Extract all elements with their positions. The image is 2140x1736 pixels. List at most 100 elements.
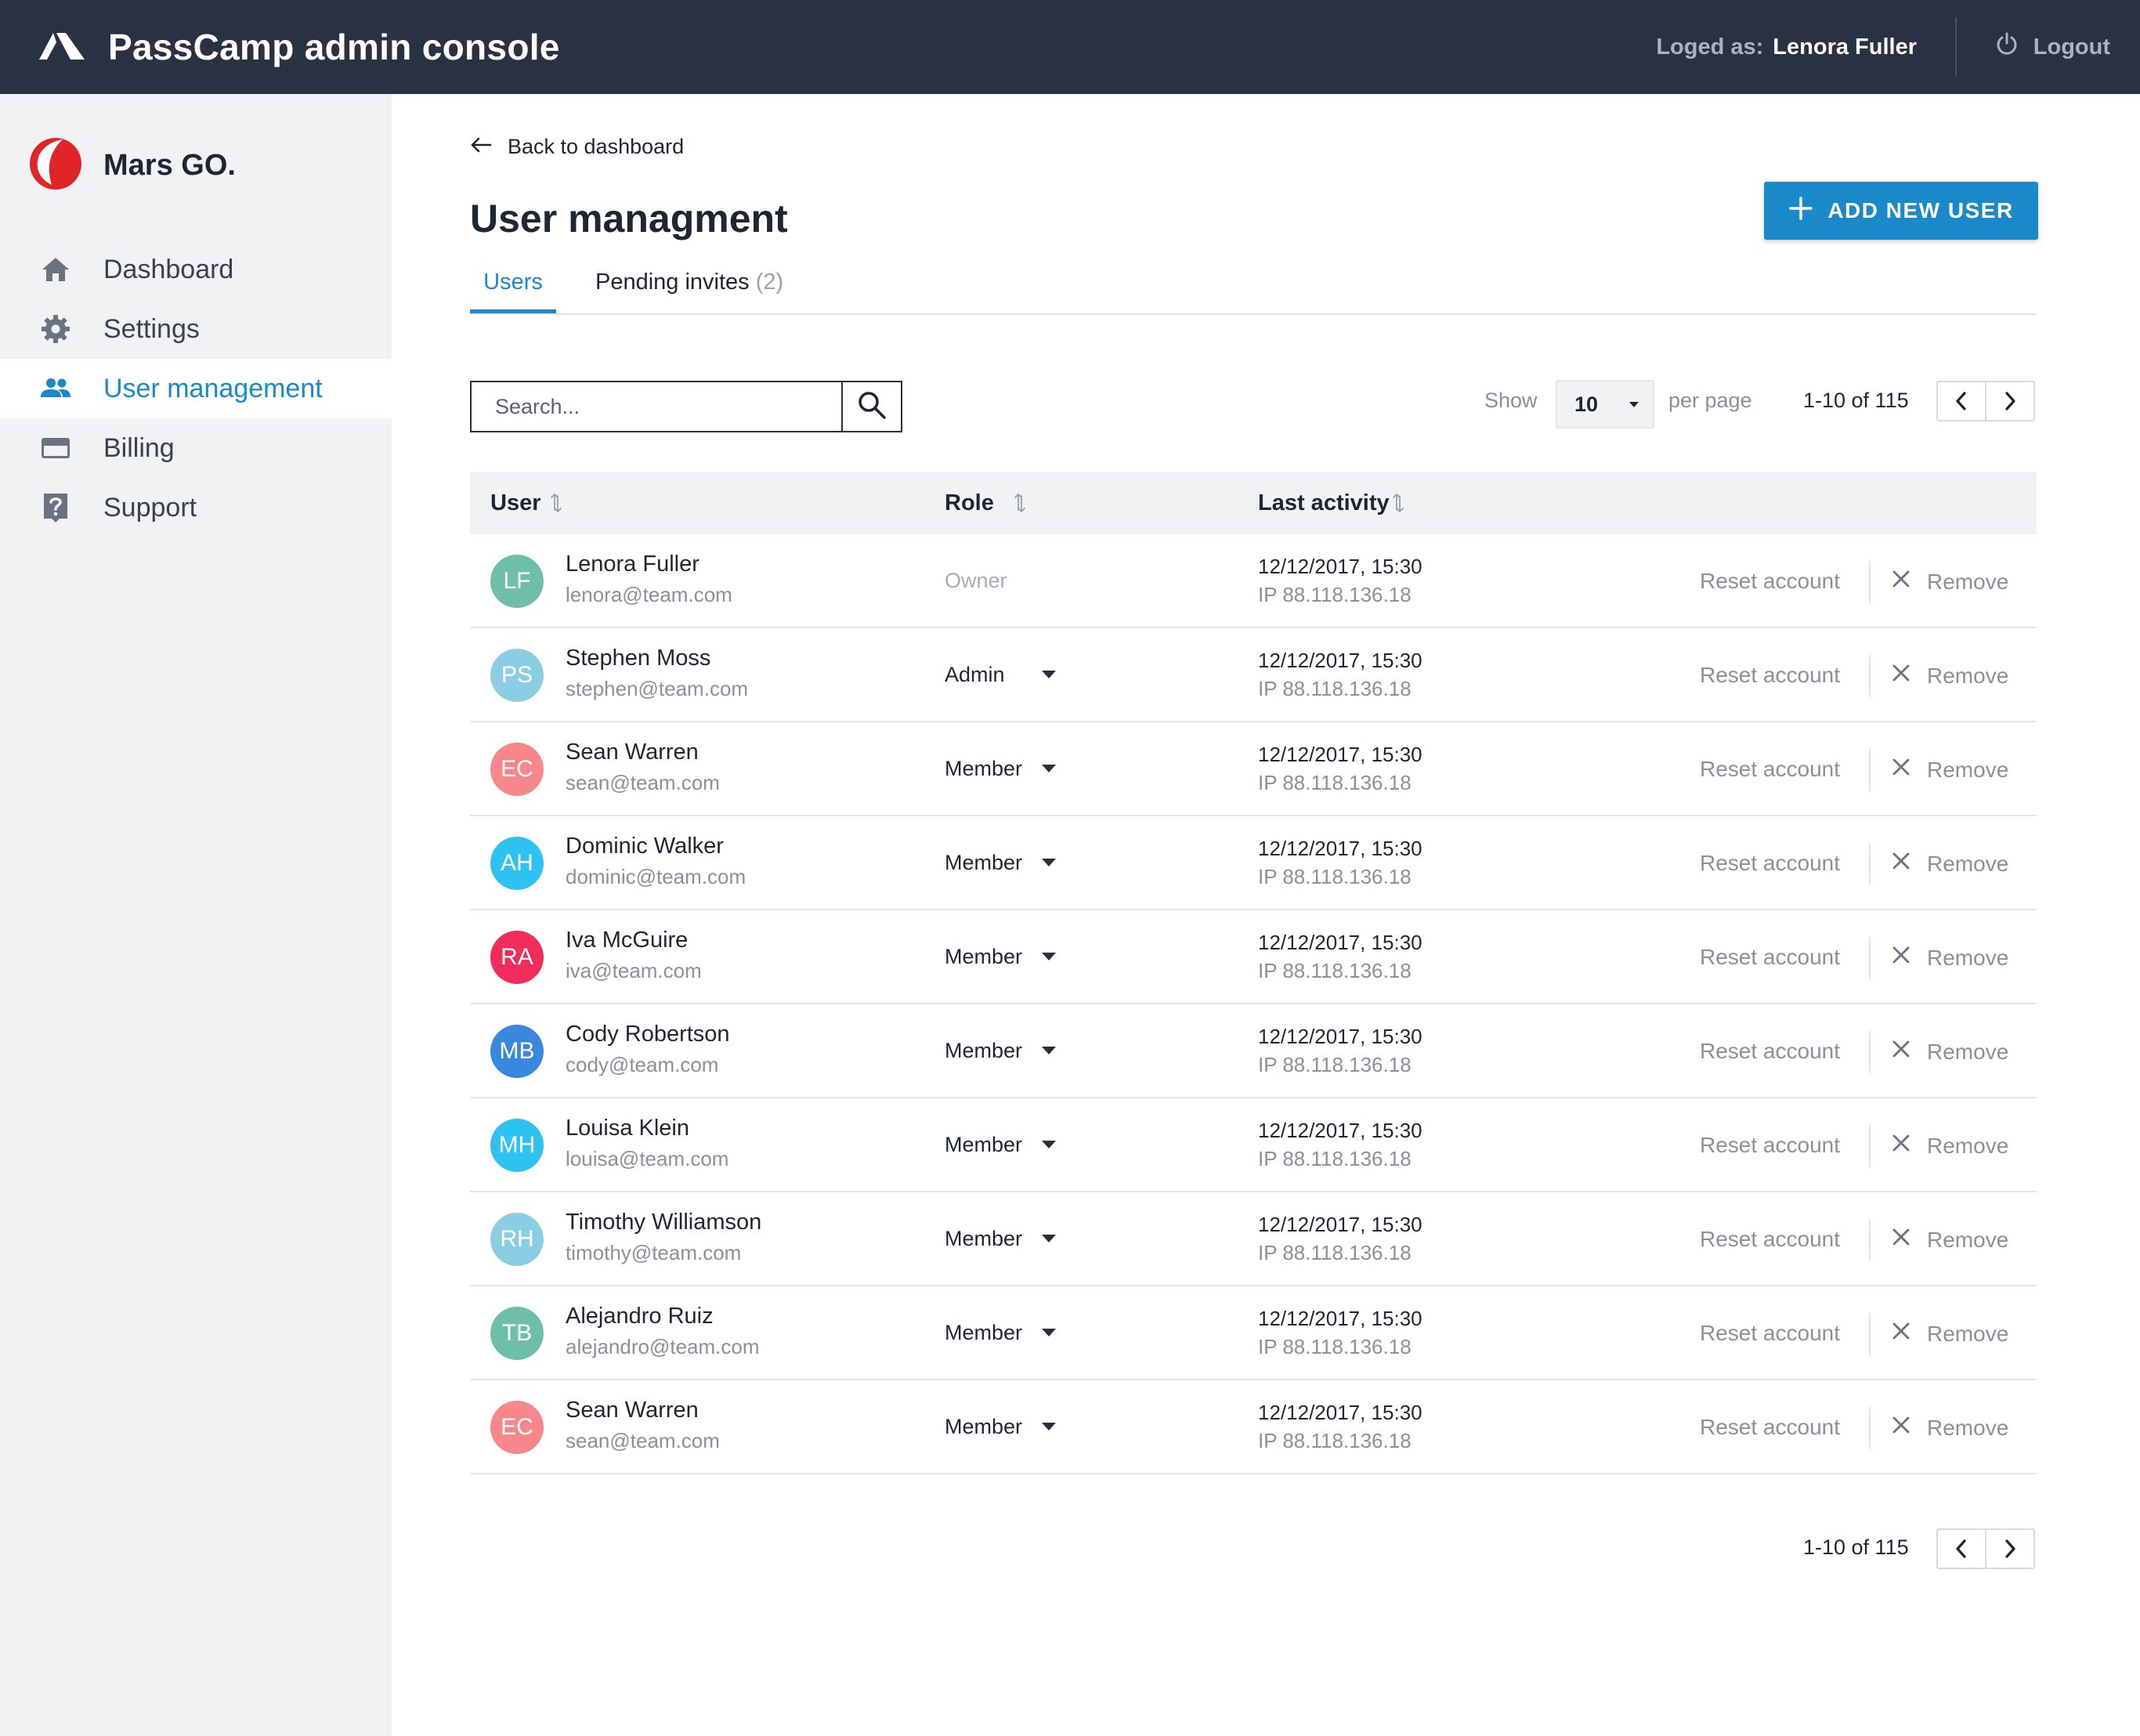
org-name: Mars GO. xyxy=(103,149,236,182)
pending-count-badge: (2) xyxy=(755,269,784,295)
column-label: Last activity xyxy=(1258,490,1390,515)
column-header-last-activity[interactable]: Last activity xyxy=(1258,472,1405,534)
column-header-role[interactable]: Role xyxy=(945,472,1027,534)
remove-button[interactable]: Remove xyxy=(1891,851,2008,877)
close-icon xyxy=(1891,569,1927,595)
remove-button[interactable]: Remove xyxy=(1891,663,2008,689)
role-select[interactable]: Member xyxy=(945,1133,1056,1157)
passcamp-logo-icon xyxy=(38,30,86,65)
user-email: sean@team.com xyxy=(566,1429,720,1452)
remove-label: Remove xyxy=(1927,1227,2009,1252)
role-select[interactable]: Member xyxy=(945,1227,1056,1251)
per-page-value: 10 xyxy=(1574,392,1599,416)
show-label: Show xyxy=(1484,389,1538,412)
sidebar-item-billing[interactable]: Billing xyxy=(0,418,392,478)
reset-account-button[interactable]: Reset account xyxy=(1700,1227,1840,1251)
search-button[interactable] xyxy=(841,382,901,431)
sidebar-item-user-management[interactable]: User management xyxy=(0,359,392,418)
remove-button[interactable]: Remove xyxy=(1891,945,2008,971)
remove-label: Remove xyxy=(1927,1321,2009,1346)
sidebar-item-settings[interactable]: Settings xyxy=(0,299,392,359)
last-activity-date: 12/12/2017, 15:30 xyxy=(1258,555,1422,578)
search-icon xyxy=(857,390,887,424)
avatar: PS xyxy=(490,649,544,702)
reset-account-button[interactable]: Reset account xyxy=(1700,1133,1840,1157)
table-header: User Role Last activity xyxy=(470,472,2037,534)
column-header-user[interactable]: User xyxy=(490,472,563,534)
logged-as-label: Loged as: xyxy=(1656,34,1764,60)
action-divider xyxy=(1869,843,1871,885)
add-new-user-button[interactable]: ADD NEW USER xyxy=(1764,182,2038,240)
remove-label: Remove xyxy=(1927,945,2009,970)
role-select[interactable]: Member xyxy=(945,1415,1056,1439)
last-activity-date: 12/12/2017, 15:30 xyxy=(1258,1119,1422,1142)
caret-down-icon xyxy=(1042,765,1056,772)
reset-account-button[interactable]: Reset account xyxy=(1700,1039,1840,1063)
remove-button[interactable]: Remove xyxy=(1891,757,2008,783)
reset-account-button[interactable]: Reset account xyxy=(1700,757,1840,781)
remove-label: Remove xyxy=(1927,851,2009,876)
action-divider xyxy=(1869,749,1871,791)
reset-account-button[interactable]: Reset account xyxy=(1700,1415,1840,1439)
back-to-dashboard-link[interactable]: Back to dashboard xyxy=(470,135,684,159)
sidebar-item-label: Settings xyxy=(103,313,200,344)
role-select[interactable]: Member xyxy=(945,851,1056,875)
role-select[interactable]: Admin xyxy=(945,663,1056,687)
table-body: LF Lenora Fuller lenora@team.com Owner 12/12… xyxy=(470,534,2037,1474)
prev-page-button[interactable] xyxy=(1938,382,1985,420)
caret-down-icon xyxy=(1042,859,1056,866)
plus-icon xyxy=(1788,196,1827,226)
avatar: MH xyxy=(490,1119,544,1172)
role-select[interactable]: Member xyxy=(945,1321,1056,1345)
tab-label: Pending invites xyxy=(595,269,750,295)
logout-button[interactable]: Logout xyxy=(1994,0,2110,94)
last-activity-date: 12/12/2017, 15:30 xyxy=(1258,743,1422,766)
remove-button[interactable]: Remove xyxy=(1891,1133,2008,1159)
remove-button[interactable]: Remove xyxy=(1891,1227,2008,1253)
reset-account-button[interactable]: Reset account xyxy=(1700,569,1840,593)
search-box xyxy=(470,381,902,432)
remove-button[interactable]: Remove xyxy=(1891,1039,2008,1065)
tab-pending-invites[interactable]: Pending invites (2) xyxy=(595,269,783,313)
next-page-button[interactable] xyxy=(1985,1530,2033,1568)
reset-account-button[interactable]: Reset account xyxy=(1700,851,1840,875)
pagination-range-bottom: 1-10 of 115 xyxy=(1803,1535,1909,1559)
reset-account-button[interactable]: Reset account xyxy=(1700,1321,1840,1345)
table-row: PS Stephen Moss stephen@team.com Admin 12/12… xyxy=(470,628,2037,722)
role-select[interactable]: Member xyxy=(945,1039,1056,1063)
per-page-select[interactable]: 10 xyxy=(1556,380,1654,429)
caret-down-icon xyxy=(1042,1141,1056,1148)
logout-label: Logout xyxy=(2033,34,2110,60)
tab-users[interactable]: Users xyxy=(470,269,556,313)
sidebar-item-support[interactable]: Support xyxy=(0,478,392,537)
org-logo-icon xyxy=(28,136,83,195)
role-value: Member xyxy=(945,1227,1023,1250)
organization: Mars GO. xyxy=(28,136,236,195)
sidebar-item-dashboard[interactable]: Dashboard xyxy=(0,240,392,299)
user-name: Louisa Klein xyxy=(566,1116,689,1141)
close-icon xyxy=(1891,1133,1927,1159)
remove-button[interactable]: Remove xyxy=(1891,1321,2008,1347)
prev-page-button[interactable] xyxy=(1938,1530,1985,1568)
role-value: Member xyxy=(945,757,1023,780)
user-email: louisa@team.com xyxy=(566,1147,729,1170)
role-select[interactable]: Member xyxy=(945,945,1056,969)
remove-button[interactable]: Remove xyxy=(1891,1415,2008,1441)
avatar: AH xyxy=(490,837,544,890)
next-page-button[interactable] xyxy=(1985,382,2033,420)
reset-account-button[interactable]: Reset account xyxy=(1700,945,1840,969)
reset-account-button[interactable]: Reset account xyxy=(1700,663,1840,687)
logged-user-name: Lenora Fuller xyxy=(1773,34,1917,60)
chevron-left-icon xyxy=(1956,1539,1966,1558)
per-page-label: per page xyxy=(1668,389,1752,412)
last-activity-ip: IP 88.118.136.18 xyxy=(1258,1053,1412,1076)
role-value: Member xyxy=(945,1321,1023,1344)
user-email: dominic@team.com xyxy=(566,865,746,888)
remove-label: Remove xyxy=(1927,1415,2009,1440)
role-select[interactable]: Member xyxy=(945,757,1056,781)
users-icon xyxy=(39,372,72,405)
remove-button[interactable]: Remove xyxy=(1891,569,2008,595)
last-activity-ip: IP 88.118.136.18 xyxy=(1258,959,1412,982)
avatar: EC xyxy=(490,1401,544,1454)
search-input[interactable] xyxy=(472,382,841,431)
